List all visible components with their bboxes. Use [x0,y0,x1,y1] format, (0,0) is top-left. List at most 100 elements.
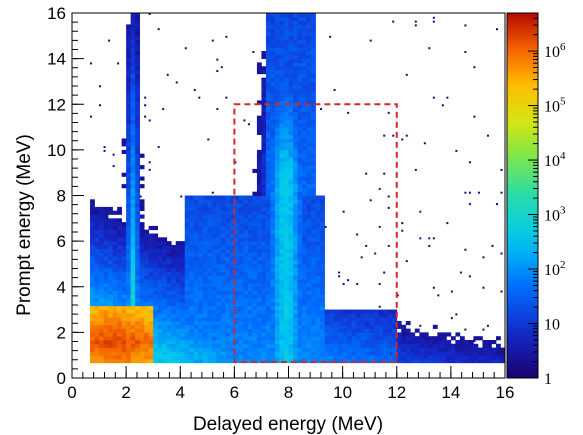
heatmap-cell [320,256,325,261]
heatmap-cell [306,180,312,185]
heatmap-cell [225,203,231,208]
heatmap-cell [369,332,375,337]
heatmap-cell [193,332,199,337]
heatmap-cell [320,225,325,231]
heatmap-cell [193,275,199,280]
heatmap-cell [207,252,213,257]
heatmap-cell [184,229,190,234]
heatmap-cell [288,92,294,97]
heatmap-cell [99,248,104,253]
heatmap-cell [333,309,339,314]
heatmap-cell [180,279,186,284]
heatmap-cell [243,351,249,356]
heatmap-cell [211,286,217,291]
heatmap-cell [302,355,307,360]
heatmap-cell [225,229,231,234]
heatmap-cell [338,309,343,314]
heatmap-cell [270,123,276,128]
heatmap-cell [135,191,141,196]
heatmap-cell [392,339,398,345]
heatmap-cell [243,317,249,322]
heatmap-cell [252,256,258,261]
heatmap-cell [256,252,262,257]
heatmap-cell [189,252,195,257]
x-tick-label: 4 [176,383,185,402]
heatmap-cell [288,248,294,253]
heatmap-cell [112,358,118,364]
heatmap-cell [112,328,118,333]
heatmap-cell [311,271,316,276]
heatmap-cell [486,351,492,356]
heatmap-cell [252,229,258,234]
heatmap-cell [302,282,307,288]
heatmap-cell [270,161,276,166]
heatmap-cell [288,104,294,109]
heatmap-cell [279,20,285,25]
heatmap-cell [306,119,312,124]
heatmap-cell [247,256,253,261]
heatmap-cell [270,39,276,44]
heatmap-cell [103,146,106,149]
heatmap-cell [252,252,258,257]
heatmap-cell [288,267,294,272]
heatmap-cell [135,165,141,170]
heatmap-cell [396,343,402,348]
heatmap-cell [410,358,416,364]
heatmap-cell [288,328,294,333]
heatmap-cell [261,66,267,71]
heatmap-cell [329,347,334,352]
heatmap-cell [274,168,280,174]
heatmap-cell [383,172,386,175]
heatmap-cell [148,328,154,333]
heatmap-cell [279,328,285,333]
heatmap-cell [306,336,312,341]
heatmap-cell [311,184,316,189]
heatmap-cell [311,70,316,75]
heatmap-cell [202,290,208,295]
heatmap-cell [338,358,343,364]
heatmap-cell [256,70,262,75]
heatmap-cell [320,199,325,204]
heatmap-cell [306,309,312,314]
heatmap-cell [265,176,271,181]
heatmap-cell [108,222,113,227]
heatmap-cell [279,96,285,101]
heatmap-cell [265,32,271,37]
heatmap-cell [270,355,276,360]
heatmap-cell [148,336,154,341]
heatmap-cell [112,324,118,329]
heatmap-cell [459,351,465,356]
heatmap-cell [153,358,159,364]
heatmap-cell [94,351,100,356]
heatmap-cell [135,146,141,151]
heatmap-cell [144,104,147,107]
heatmap-cell [261,252,267,257]
heatmap-cell [293,85,298,90]
heatmap-cell [126,347,131,352]
heatmap-cell [94,271,100,276]
heatmap-cell [135,142,141,147]
heatmap-cell [153,279,159,284]
heatmap-cell [270,290,276,295]
heatmap-cell [148,332,154,337]
heatmap-cell [207,339,213,345]
heatmap-cell [274,176,280,181]
heatmap-cell [130,222,136,227]
heatmap-cell [247,252,253,257]
heatmap-cell [238,305,244,310]
heatmap-cell [270,260,276,265]
heatmap-cell [293,20,298,25]
heatmap-cell [126,115,131,120]
heatmap-cell [94,294,100,299]
heatmap-cell [175,305,181,310]
colorbar-tick-base: 10 [544,153,560,170]
heatmap-cell [265,279,271,284]
heatmap-cell [207,351,213,356]
heatmap-cell [306,176,312,181]
heatmap-cell [157,313,163,318]
heatmap-cell [279,336,285,341]
heatmap-cell [396,339,402,345]
heatmap-cell [135,271,141,276]
heatmap-cell [274,282,280,288]
heatmap-cell [198,332,204,337]
